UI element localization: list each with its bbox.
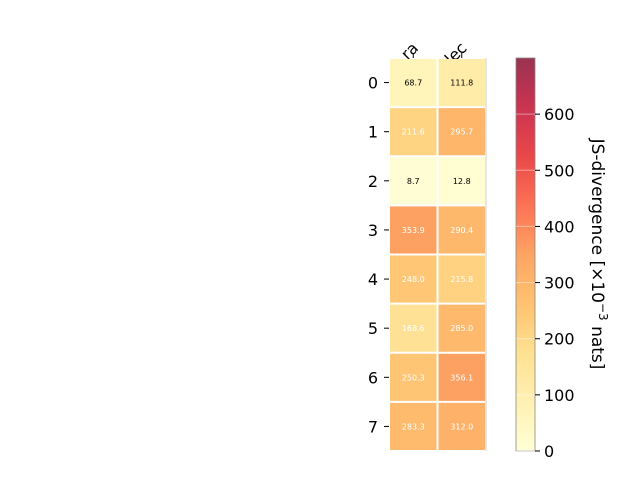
row-tick-label: 0: [368, 74, 378, 93]
row-tick-label: 1: [368, 123, 378, 142]
heatmap-cell: [438, 157, 485, 205]
heatmap-cell: [438, 304, 485, 352]
row-tick-label: 6: [368, 368, 378, 387]
cell-value-label: 356.1: [450, 373, 473, 382]
heatmap-cell: [390, 108, 437, 156]
row-tick-label: 4: [368, 270, 378, 289]
colorbar-gradient: [515, 57, 536, 452]
colorbar-label: JS-divergence [×10−3 nats]: [587, 138, 610, 370]
colorbar-tick-label: 300: [544, 274, 575, 293]
colorbar-tick-label: 500: [544, 161, 575, 180]
cell-value-label: 353.9: [402, 226, 425, 235]
cell-value-label: 295.7: [450, 128, 473, 137]
colorbar-tick-label: 400: [544, 217, 575, 236]
cell-value-label: 285.0: [450, 324, 473, 333]
heatmap-cell: [390, 353, 437, 401]
colorbar-tick-label: 100: [544, 386, 575, 405]
cell-value-label: 250.3: [402, 373, 425, 382]
heatmap-cell: [438, 255, 485, 303]
heatmap-cell: [438, 108, 485, 156]
heatmap-cell: [390, 157, 437, 205]
row-tick-label: 2: [368, 172, 378, 191]
colorbar-tick-label: 200: [544, 330, 575, 349]
cell-value-label: 12.8: [453, 177, 471, 186]
row-tick-label: 7: [368, 417, 378, 436]
heatmap-cell: [390, 59, 437, 107]
heatmap-cell: [390, 206, 437, 254]
cell-value-label: 290.4: [450, 226, 473, 235]
colorbar-tick-label: 0: [544, 442, 554, 461]
colorbar: 0 100 200 300 400 500 600 JS-divergence [×10−3…: [515, 57, 610, 461]
heatmap-cell: [390, 402, 437, 450]
cell-value-label: 111.8: [450, 79, 473, 88]
cell-value-label: 283.3: [402, 422, 425, 431]
cell-value-label: 312.0: [450, 422, 473, 431]
cell-value-label: 8.7: [407, 177, 420, 186]
row-tick-label: 5: [368, 319, 378, 338]
colorbar-tick-label: 600: [544, 105, 575, 124]
heatmap-cell: [438, 59, 485, 107]
cell-value-label: 68.7: [404, 79, 422, 88]
cell-value-label: 215.8: [450, 275, 473, 284]
heatmap-cell: [438, 353, 485, 401]
heatmap-cell: [390, 304, 437, 352]
cell-value-label: 168.6: [402, 324, 425, 333]
heatmap-cell: [438, 402, 485, 450]
cell-value-label: 211.6: [402, 128, 425, 137]
heatmap-cell: [390, 255, 437, 303]
cell-value-label: 248.0: [402, 275, 425, 284]
colorbar-ticks: 0 100 200 300 400 500 600: [516, 105, 575, 461]
row-tick-label: 3: [368, 221, 378, 240]
cell-layer: 68.7 111.8 211.6 295.7 8.7 12.8 353.9 290.4 248.…: [390, 59, 485, 450]
heatmap-cell: [438, 206, 485, 254]
